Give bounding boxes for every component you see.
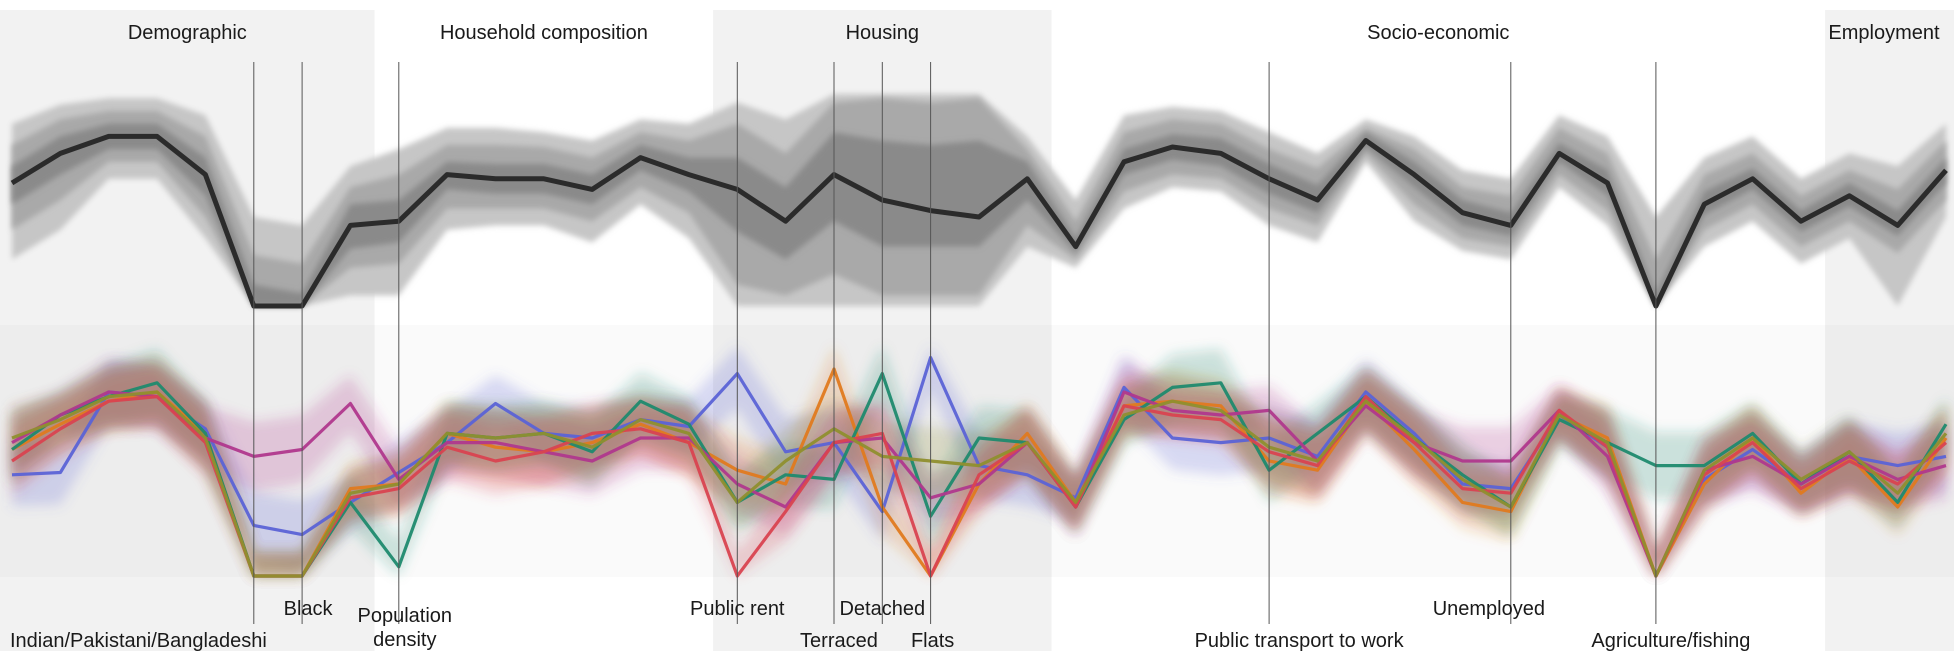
axis-label-public-transport-to-work: Public transport to work xyxy=(1195,630,1405,652)
group-headers: Demographic Household composition Housin… xyxy=(128,22,1940,44)
axis-label-agriculture-fishing: Agriculture/fishing xyxy=(1591,630,1750,652)
cluster-line-2 xyxy=(11,372,1948,578)
cluster-line-5 xyxy=(11,390,1948,578)
group-background-4 xyxy=(1825,10,1954,651)
axis-label-terraced: Terraced xyxy=(800,630,878,652)
overall-median-line xyxy=(10,133,1948,309)
overall-median-panel xyxy=(10,94,1948,309)
group-header-employment: Employment xyxy=(1828,22,1940,44)
axis-label-population-density: Population density xyxy=(358,605,453,651)
axis-label-unemployed: Unemployed xyxy=(1433,598,1545,620)
cluster-lines-panel xyxy=(11,346,1948,578)
cluster-envelope-5 xyxy=(12,359,1946,576)
group-header-household-composition: Household composition xyxy=(440,22,648,44)
axis-label-flats: Flats xyxy=(911,630,954,652)
axis-label-detached: Detached xyxy=(839,598,925,620)
group-header-housing: Housing xyxy=(846,22,919,44)
axis-label-public-rent: Public rent xyxy=(690,598,785,620)
group-header-socio-economic: Socio-economic xyxy=(1367,22,1509,44)
cluster-line-3 xyxy=(11,390,1947,578)
axis-label-black: Black xyxy=(284,598,334,620)
highlighted-axis-lines xyxy=(253,62,1657,624)
group-header-demographic: Demographic xyxy=(128,22,247,44)
axis-label-indian-pakistani-bangladeshi: Indian/Pakistani/Bangladeshi xyxy=(10,630,267,652)
axis-labels: Indian/Pakistani/Bangladeshi Black Popul… xyxy=(10,598,1750,652)
